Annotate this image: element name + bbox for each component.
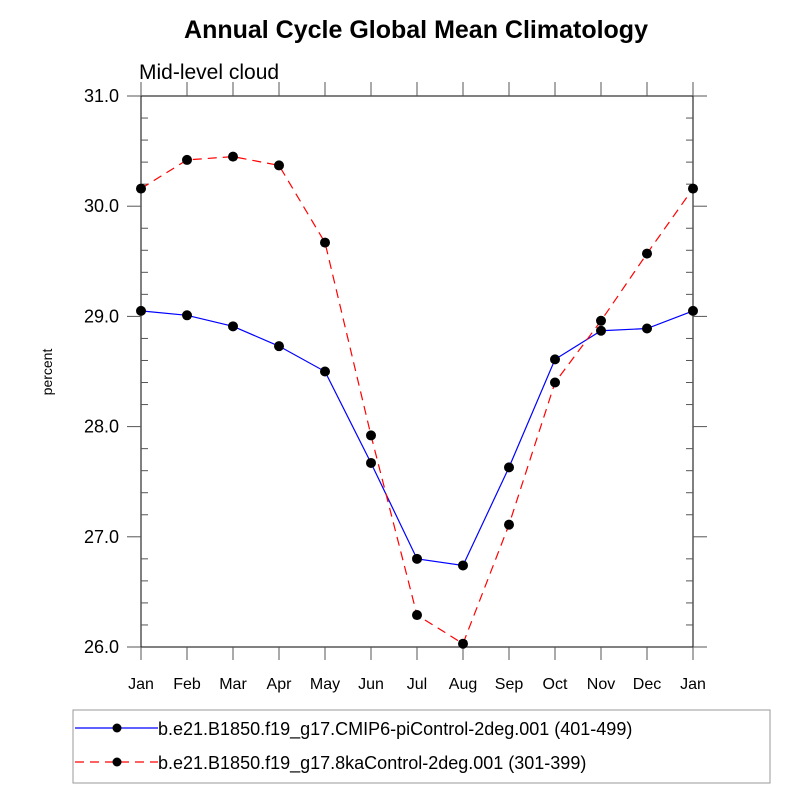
data-point-series-1 — [412, 553, 422, 564]
data-point-series-1 — [274, 341, 284, 352]
data-point-series-2 — [274, 160, 284, 171]
legend-marker-series-2 — [112, 757, 122, 767]
data-point-series-2 — [366, 430, 376, 441]
y-tick-label: 29.0 — [84, 306, 119, 326]
data-point-series-2 — [412, 610, 422, 621]
data-point-series-1 — [136, 305, 146, 316]
data-point-series-1 — [320, 366, 330, 377]
x-tick-label: Feb — [173, 676, 201, 693]
x-tick-label: Mar — [219, 676, 247, 693]
x-tick-label: Sep — [495, 676, 524, 693]
legend-label-series-1: b.e21.B1850.f19_g17.CMIP6-piControl-2deg… — [158, 719, 632, 740]
x-tick-label: Aug — [449, 676, 477, 693]
axes — [127, 82, 707, 660]
data-point-series-2 — [688, 183, 698, 194]
data-point-series-1 — [550, 354, 560, 365]
legend-label-series-2: b.e21.B1850.f19_g17.8kaControl-2deg.001 … — [158, 753, 586, 774]
y-tick-label: 30.0 — [84, 196, 119, 216]
legend-marker-series-1 — [112, 723, 122, 733]
x-tick-label: Nov — [587, 676, 615, 693]
series-line-1 — [140, 310, 694, 567]
data-point-series-1 — [504, 462, 514, 473]
y-tick-labels: 26.0 27.0 28.0 29.0 30.0 31.0 — [84, 86, 119, 657]
plot-frame — [140, 95, 694, 648]
data-point-series-2 — [596, 315, 606, 326]
data-point-series-1 — [182, 310, 192, 321]
data-point-series-1 — [458, 560, 468, 571]
legend: b.e21.B1850.f19_g17.CMIP6-piControl-2deg… — [72, 709, 771, 784]
x-tick-label: Apr — [267, 676, 293, 693]
legend-item-series-1: b.e21.B1850.f19_g17.CMIP6-piControl-2deg… — [75, 719, 632, 740]
data-point-series-2 — [228, 151, 238, 162]
x-tick-label: Jul — [407, 676, 427, 693]
x-tick-label: Jun — [358, 676, 384, 693]
data-point-series-2 — [458, 638, 468, 649]
data-point-series-2 — [136, 183, 146, 194]
data-point-series-2 — [182, 154, 192, 165]
chart-subtitle: Mid-level cloud — [139, 61, 279, 84]
y-tick-label: 26.0 — [84, 637, 119, 657]
data-point-series-1 — [688, 305, 698, 316]
data-point-series-2 — [550, 377, 560, 388]
data-point-series-1 — [642, 323, 652, 334]
x-tick-label: Jan — [128, 676, 154, 693]
x-tick-label: Dec — [633, 676, 661, 693]
data-point-series-2 — [320, 237, 330, 248]
data-point-series-2 — [642, 248, 652, 259]
data-point-series-1 — [596, 325, 606, 336]
chart-title: Annual Cycle Global Mean Climatology — [184, 16, 648, 44]
legend-box — [72, 709, 771, 784]
y-tick-label: 27.0 — [84, 527, 119, 547]
data-point-series-1 — [228, 321, 238, 332]
series-group — [136, 151, 698, 649]
data-point-series-2 — [504, 519, 514, 530]
x-tick-label: May — [310, 676, 340, 693]
y-tick-label: 28.0 — [84, 417, 119, 437]
x-tick-labels: Jan Feb Mar Apr May Jun Jul Aug Sep Oct Nov Dec Jan — [128, 676, 706, 693]
legend-item-series-2: b.e21.B1850.f19_g17.8kaControl-2deg.001 … — [75, 753, 586, 774]
x-tick-label: Oct — [543, 676, 568, 693]
series-line-2 — [140, 156, 694, 645]
data-point-series-1 — [366, 457, 376, 468]
y-axis-label: percent — [39, 349, 55, 396]
x-tick-label: Jan — [680, 676, 706, 693]
y-tick-label: 31.0 — [84, 86, 119, 106]
